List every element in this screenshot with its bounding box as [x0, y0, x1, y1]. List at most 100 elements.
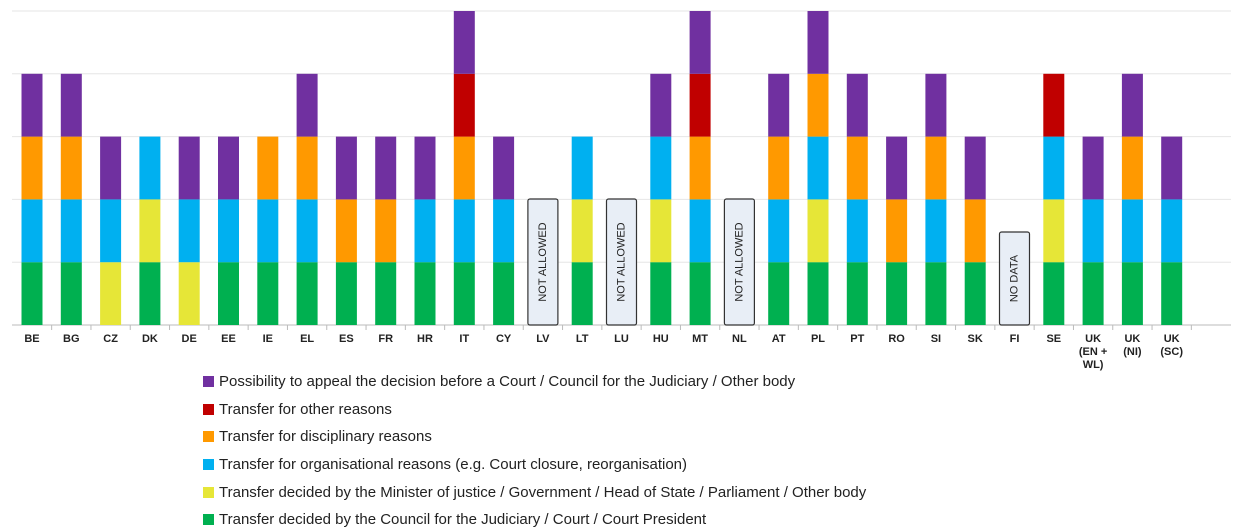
- bar-segment: [846, 136, 868, 200]
- bar-segment: [689, 136, 711, 200]
- annotation-box: [998, 231, 1031, 326]
- x-tick-label: IE: [262, 333, 273, 345]
- x-tick-label: BE: [24, 333, 40, 345]
- legend-swatch: [203, 486, 214, 498]
- bar-segment: [375, 199, 397, 263]
- legend-label: Transfer for other reasons: [219, 400, 392, 418]
- bar-segment: [60, 262, 82, 325]
- x-tick-label: FI: [1009, 333, 1020, 345]
- bar-segment: [925, 199, 947, 263]
- bar-segment: [650, 136, 672, 200]
- bar-segment: [689, 262, 711, 325]
- bar-segment: [139, 199, 161, 263]
- annotation-box: [723, 198, 756, 326]
- bar-segment: [257, 136, 279, 200]
- bar-segment: [257, 262, 279, 325]
- bar-segment: [571, 136, 593, 200]
- bar-segment: [335, 199, 357, 263]
- legend-swatch: [203, 403, 214, 415]
- bar-segment: [964, 136, 986, 200]
- bar-segment: [1082, 262, 1104, 325]
- bar-segment: [296, 262, 318, 325]
- bar-segment: [886, 262, 908, 325]
- bar-segment: [100, 262, 122, 325]
- bar-segment: [964, 199, 986, 263]
- bar-segment: [768, 199, 790, 263]
- legend: Possibility to appeal the decision befor…: [203, 368, 866, 527]
- legend-label: Transfer decided by the Council for the …: [219, 511, 707, 527]
- bar-segment: [335, 136, 357, 200]
- x-tick-label: EL: [300, 333, 315, 345]
- legend-item: Possibility to appeal the decision befor…: [203, 368, 866, 396]
- bar-segment: [218, 262, 239, 325]
- bar-segment: [21, 73, 43, 137]
- bar-segment: [453, 136, 475, 200]
- bar-segment: [414, 199, 436, 263]
- bar-segment: [1043, 262, 1065, 325]
- bar-segment: [886, 199, 908, 263]
- annotation-box: [527, 198, 559, 326]
- x-tick-label: AT: [771, 333, 786, 345]
- bar-segment: [807, 136, 829, 200]
- bar-segment: [807, 199, 829, 263]
- bar-segment: [60, 73, 82, 137]
- x-tick-label: LT: [575, 333, 589, 345]
- bar-segment: [846, 73, 868, 137]
- bar-segment: [768, 73, 790, 137]
- bar-segment: [60, 136, 82, 200]
- x-tick-label: SI: [930, 333, 942, 345]
- legend-item: Transfer for disciplinary reasons: [203, 423, 866, 451]
- bar-segment: [493, 199, 515, 263]
- bar-segment: [1043, 73, 1065, 137]
- bar-segment: [493, 136, 515, 200]
- annotation-text: NO DATA: [1008, 254, 1020, 302]
- bar-segment: [925, 73, 947, 137]
- x-tick-label: CY: [495, 333, 512, 345]
- x-tick-label: PL: [810, 333, 826, 345]
- x-tick-label: LU: [614, 333, 629, 345]
- legend-item: Transfer for organisational reasons (e.g…: [203, 451, 866, 479]
- x-tick-label: UK (NI): [1123, 333, 1142, 358]
- bar-segment: [1121, 262, 1143, 325]
- legend-swatch: [203, 431, 214, 443]
- x-tick-label: HU: [652, 333, 669, 345]
- bar-segment: [1121, 136, 1143, 200]
- bar-segment: [650, 262, 672, 325]
- bar-segment: [335, 262, 357, 325]
- x-tick-label: RO: [888, 333, 905, 345]
- bar-segment: [178, 199, 200, 263]
- bar-segment: [1121, 199, 1143, 263]
- bar-segment: [21, 262, 43, 325]
- x-tick-label: PT: [850, 333, 865, 345]
- bar-segment: [453, 11, 475, 74]
- bar-segment: [296, 136, 318, 200]
- bar-segment: [925, 136, 947, 200]
- x-tick-label: UK (EN + WL): [1078, 333, 1108, 371]
- bar-segment: [414, 262, 436, 325]
- x-tick-label: HR: [417, 333, 433, 345]
- bar-segment: [846, 199, 868, 263]
- bar-segment: [1043, 199, 1065, 263]
- legend-label: Possibility to appeal the decision befor…: [219, 373, 796, 391]
- x-tick-label: IT: [459, 333, 470, 345]
- legend-label: Transfer decided by the Minister of just…: [219, 483, 867, 501]
- annotation-box: [605, 198, 638, 326]
- bar-segment: [571, 199, 593, 263]
- legend-label: Transfer for disciplinary reasons: [219, 428, 432, 446]
- bar-segment: [218, 199, 239, 263]
- bar-segment: [768, 262, 790, 325]
- x-tick-label: CZ: [103, 333, 118, 345]
- bar-segment: [21, 199, 43, 263]
- legend-item: Transfer decided by the Council for the …: [203, 506, 866, 527]
- bar-segment: [964, 262, 986, 325]
- annotation: NO DATA: [998, 231, 1031, 326]
- bar-segment: [807, 11, 829, 74]
- bar-segment: [768, 136, 790, 200]
- annotation-text: NOT ALLOWED: [537, 222, 549, 301]
- legend-swatch: [203, 376, 214, 388]
- bar-segment: [100, 136, 122, 200]
- legend-item: Transfer for other reasons: [203, 396, 866, 424]
- bar-segment: [414, 136, 436, 200]
- x-tick-label: SE: [1046, 333, 1062, 345]
